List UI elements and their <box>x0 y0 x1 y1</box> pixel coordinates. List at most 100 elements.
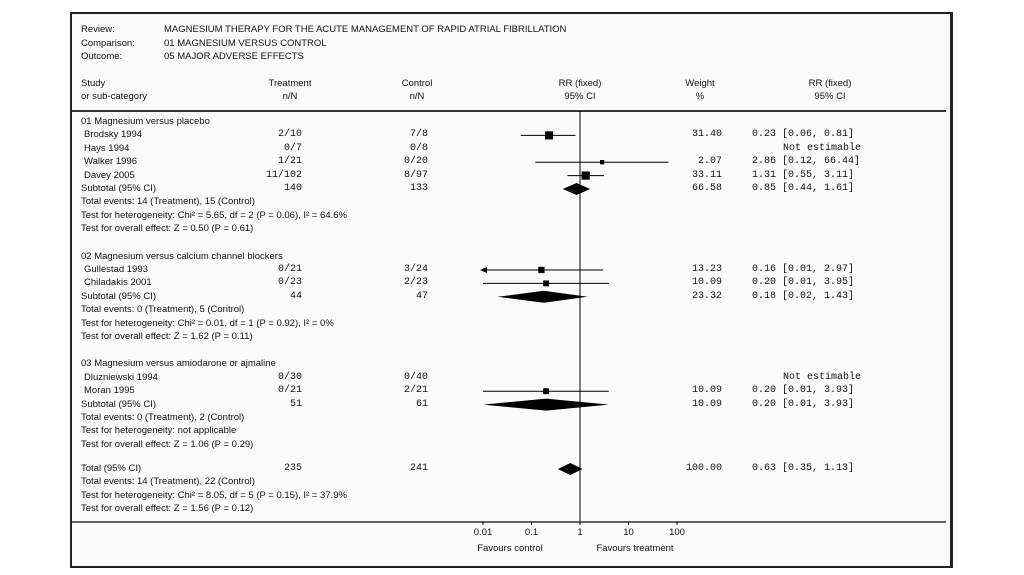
col-rr-sub: 95% CI <box>814 91 846 102</box>
study-weight: 13.23 <box>691 264 722 275</box>
col-treatment-sub: n/N <box>282 91 298 102</box>
study-name: Dluzniewski 1994 <box>84 371 158 383</box>
favours-control-label: Favours control <box>477 543 543 554</box>
study-rr: Not estimable <box>782 142 861 154</box>
study-name: Brodsky 1994 <box>84 129 143 141</box>
total-weight: 100.00 <box>685 463 722 474</box>
subtotal-weight: 23.32 <box>691 290 722 302</box>
total-note: Test for overall effect: Z = 1.56 (P = 0… <box>81 503 254 515</box>
study-control: 3/24 <box>403 264 428 275</box>
study-treatment: 0/30 <box>277 371 302 383</box>
comparison-title: 01 MAGNESIUM VERSUS CONTROL <box>164 38 327 49</box>
subtotal-control: 47 <box>415 290 428 302</box>
col-weight-sub: % <box>695 91 705 102</box>
x-tick-label: 1 <box>577 527 583 538</box>
group-note: Test for overall effect: Z = 1.62 (P = 0… <box>81 331 253 342</box>
study-rr: 1.31 [0.55, 3.11] <box>752 169 855 181</box>
group-title: 03 Magnesium versus amiodarone or ajmali… <box>81 358 276 370</box>
study-marker <box>581 171 590 180</box>
subtotal-rr: 0.20 [0.01, 3.93] <box>752 398 855 410</box>
group-title: 01 Magnesium versus placebo <box>81 116 210 127</box>
subtotal-treatment: 140 <box>283 183 302 194</box>
study-control: 7/8 <box>409 129 428 141</box>
group-note: Test for heterogeneity: Chi² = 0.01, df … <box>81 317 334 329</box>
subtotal-rr: 0.18 [0.02, 1.43] <box>752 290 855 302</box>
group-note: Total events: 0 (Treatment), 2 (Control) <box>81 412 245 423</box>
x-tick-label: 100 <box>669 527 685 538</box>
x-tick-label: 10 <box>623 527 634 538</box>
group-note: Test for overall effect: Z = 1.06 (P = 0… <box>81 438 254 450</box>
total-note: Total events: 14 (Treatment), 22 (Contro… <box>81 476 255 488</box>
subtotal-diamond <box>497 290 588 303</box>
review-label: Review: <box>81 24 115 35</box>
study-treatment: 0/23 <box>277 277 302 289</box>
group-note: Test for overall effect: Z = 0.50 (P = 0… <box>81 223 254 235</box>
group-note: Test for heterogeneity: Chi² = 5.65, df … <box>81 209 347 221</box>
subtotal-treatment: 51 <box>289 398 302 410</box>
col-weight: Weight <box>685 78 715 89</box>
subtotal-label: Subtotal (95% CI) <box>81 398 156 410</box>
study-rr: 0.20 [0.01, 3.93] <box>752 385 855 397</box>
subtotal-control: 61 <box>415 398 428 410</box>
study-name: Walker 1996 <box>84 156 137 168</box>
group-note: Total events: 14 (Treatment), 15 (Contro… <box>81 196 255 208</box>
study-weight: 2.07 <box>697 156 722 168</box>
col-plot: RR (fixed) <box>558 78 602 89</box>
x-tick-label: 0.01 <box>473 527 493 538</box>
study-name: Chiladakis 2001 <box>84 277 152 289</box>
study-rr: 0.20 [0.01, 3.95] <box>752 277 855 289</box>
study-control: 2/23 <box>403 277 428 289</box>
study-treatment: 0/21 <box>277 385 302 397</box>
study-rr: 2.86 [0.12, 66.44] <box>752 156 861 168</box>
col-treatment: Treatment <box>268 78 312 89</box>
subtotal-label: Subtotal (95% CI) <box>81 290 156 302</box>
total-note: Test for heterogeneity: Chi² = 8.05, df … <box>81 489 347 501</box>
subtotal-label: Subtotal (95% CI) <box>81 183 156 194</box>
total-label: Total (95% CI) <box>81 463 142 474</box>
total-control: 241 <box>409 463 428 474</box>
study-control: 8/97 <box>403 169 428 181</box>
ci-arrow <box>480 267 487 273</box>
col-control: Control <box>401 78 433 89</box>
total-rr: 0.63 [0.35, 1.13] <box>752 463 855 474</box>
outcome-title: 05 MAJOR ADVERSE EFFECTS <box>164 51 304 62</box>
col-plot-sub: 95% CI <box>564 91 596 102</box>
col-rr: RR (fixed) <box>808 78 852 89</box>
subtotal-treatment: 44 <box>289 290 302 302</box>
study-treatment: 11/102 <box>265 169 302 181</box>
study-weight: 31.40 <box>691 129 722 141</box>
study-marker <box>538 266 545 274</box>
total-diamond <box>557 463 583 475</box>
study-rr: 0.16 [0.01, 2.97] <box>752 264 855 275</box>
x-tick-label: 0.1 <box>524 527 539 538</box>
study-rr: 0.23 [0.06, 0.81] <box>752 129 855 141</box>
study-name: Moran 1995 <box>84 385 135 397</box>
favours-treatment-label: Favours treatment <box>596 543 674 554</box>
subtotal-diamond <box>562 183 591 195</box>
study-name: Hays 1994 <box>84 142 130 154</box>
study-control: 0/20 <box>403 156 428 168</box>
study-control: 2/21 <box>403 385 428 397</box>
study-treatment: 1/21 <box>277 156 302 168</box>
subtotal-weight: 66.58 <box>691 183 722 194</box>
study-marker <box>543 280 550 287</box>
col-study-sub: or sub-category <box>81 91 148 102</box>
study-marker <box>543 388 550 395</box>
study-marker <box>545 131 554 140</box>
study-name: Davey 2005 <box>84 169 135 181</box>
study-weight: 33.11 <box>691 169 722 181</box>
study-control: 0/8 <box>409 142 428 154</box>
study-control: 0/40 <box>403 371 428 383</box>
comparison-label: Comparison: <box>81 38 135 49</box>
forest-plot-frame <box>70 12 953 568</box>
subtotal-weight: 10.09 <box>691 398 722 410</box>
study-weight: 10.09 <box>691 385 722 397</box>
group-note: Total events: 0 (Treatment), 5 (Control) <box>81 304 245 316</box>
review-title: MAGNESIUM THERAPY FOR THE ACUTE MANAGEME… <box>164 24 567 35</box>
study-treatment: 0/21 <box>277 264 302 275</box>
total-treatment: 235 <box>283 463 302 474</box>
study-treatment: 2/10 <box>277 129 302 141</box>
outcome-label: Outcome: <box>81 51 123 62</box>
study-marker <box>599 160 605 165</box>
